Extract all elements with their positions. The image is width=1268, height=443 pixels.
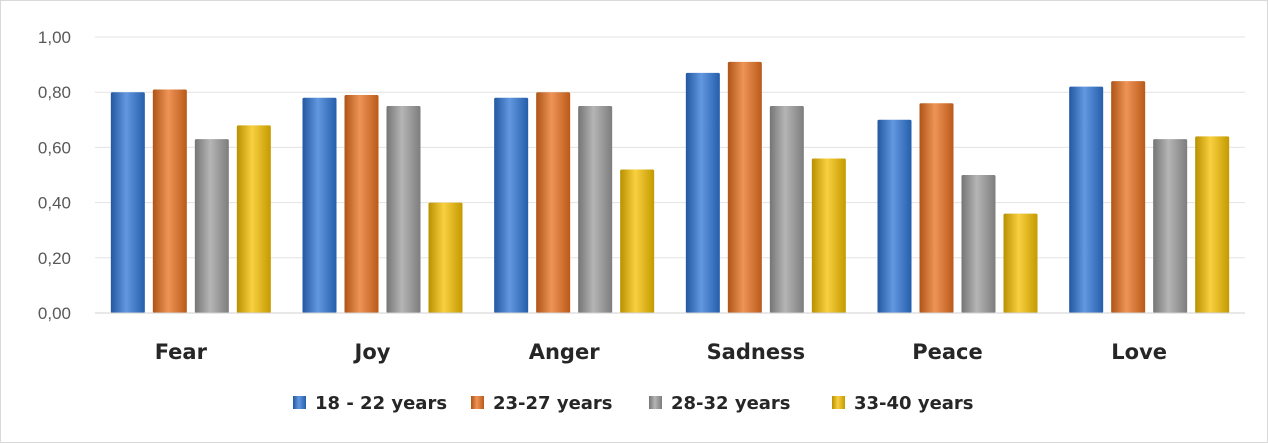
bar-joy-series-1	[344, 94, 379, 314]
bar-joy-series-3	[428, 202, 463, 313]
legend-swatch	[471, 396, 484, 409]
x-tick-label-peace: Peace	[912, 340, 983, 364]
legend: 18 - 22 years 23-27 years 28-32 years 33-40…	[293, 393, 974, 414]
bar-love-series-3	[1195, 136, 1230, 313]
x-axis-ticks: Fear Joy Anger Sadness Peace Love	[155, 340, 1167, 364]
bar-sadness-series-2	[769, 106, 804, 313]
bars	[110, 61, 1230, 314]
bar-sadness-series-3	[811, 158, 846, 313]
bar-sadness-series-1	[727, 61, 762, 314]
legend-label: 23-27 years	[493, 393, 613, 414]
bar-peace-series-0	[877, 119, 912, 313]
y-tick-label: 0,20	[38, 249, 71, 268]
legend-label: 18 - 22 years	[315, 393, 447, 414]
legend-label: 33-40 years	[854, 393, 974, 414]
bar-fear-series-1	[152, 89, 187, 313]
y-tick-label: 0,80	[38, 83, 71, 102]
bar-love-series-2	[1153, 139, 1188, 313]
x-tick-label-fear: Fear	[155, 340, 208, 364]
bar-love-series-1	[1111, 81, 1146, 313]
gridlines	[95, 36, 1245, 259]
x-tick-label-love: Love	[1111, 340, 1167, 364]
bar-joy-series-0	[302, 97, 337, 313]
bar-sadness-series-0	[685, 72, 720, 313]
y-tick-label: 1,00	[38, 28, 71, 47]
legend-swatch	[832, 396, 845, 409]
bar-anger-series-0	[494, 97, 529, 313]
bar-fear-series-2	[194, 139, 229, 313]
x-tick-label-joy: Joy	[353, 340, 391, 364]
y-tick-label: 0,40	[38, 194, 71, 213]
x-tick-label-anger: Anger	[529, 340, 600, 364]
bar-peace-series-3	[1003, 213, 1038, 313]
x-tick-label-sadness: Sadness	[707, 340, 806, 364]
bar-love-series-0	[1069, 86, 1104, 314]
bar-fear-series-0	[110, 92, 145, 313]
bar-anger-series-2	[578, 106, 613, 313]
bar-anger-series-1	[536, 92, 571, 313]
legend-swatch	[293, 396, 306, 409]
legend-label: 28-32 years	[671, 393, 791, 414]
bar-joy-series-2	[386, 106, 421, 313]
bar-peace-series-1	[919, 103, 954, 314]
legend-swatch	[649, 396, 662, 409]
bar-fear-series-3	[236, 125, 271, 313]
y-tick-label: 0,60	[38, 138, 71, 157]
y-axis-ticks: 0,00 0,20 0,40 0,60 0,80 1,00	[38, 28, 71, 323]
bar-anger-series-3	[620, 169, 655, 313]
y-tick-label: 0,00	[38, 304, 71, 323]
bar-peace-series-2	[961, 175, 996, 313]
